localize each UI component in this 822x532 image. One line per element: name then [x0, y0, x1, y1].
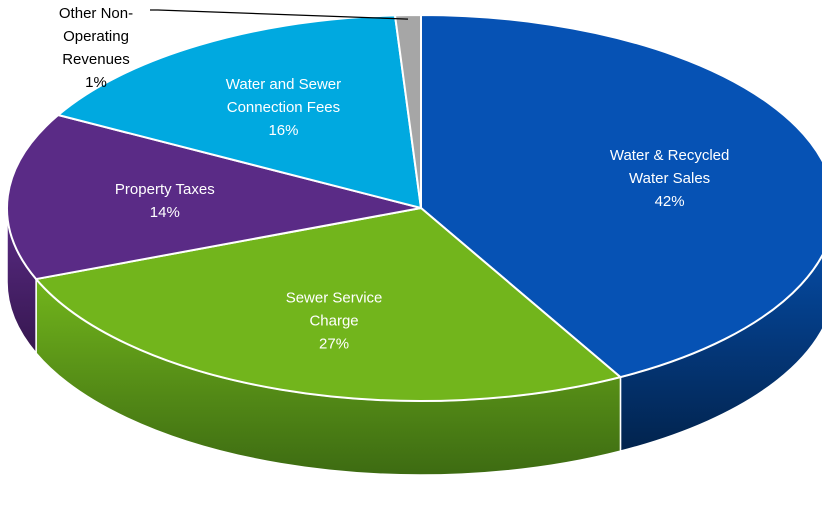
slice-label-other-non-operating-revenues: Other Non- Operating Revenues 1% — [59, 5, 133, 91]
slice-labels: Water & Recycled Water Sales 42% Sewer Serv… — [59, 5, 729, 353]
pie-slice-water-and-sewer-connection-fees — [57, 14, 422, 209]
leader-lines — [150, 9, 409, 20]
pie-slice-sewer-service-charge — [35, 207, 622, 402]
pie-slice-property-taxes — [6, 114, 422, 281]
slice-label-line: Sewer Service — [286, 290, 383, 307]
leader-line — [150, 9, 409, 20]
slice-label-line: Water and Sewer — [226, 76, 341, 93]
slice-label-water-recycled-water-sales: Water & Recycled Water Sales 42% — [610, 147, 729, 210]
slice-label-line: Revenues — [62, 51, 130, 68]
slice-label-sewer-service-charge: Sewer Service Charge 27% — [286, 290, 383, 353]
slice-percent: 14% — [150, 204, 180, 221]
pie-tops — [6, 14, 822, 402]
slice-label-line: Other Non- — [59, 5, 133, 22]
slice-percent: 16% — [268, 122, 298, 139]
slice-percent: 27% — [319, 336, 349, 353]
slice-percent: 1% — [85, 74, 107, 91]
slice-percent: 42% — [655, 193, 685, 210]
slice-label-water-and-sewer-connection-fees: Water and Sewer Connection Fees 16% — [226, 76, 341, 139]
slice-label-line: Property Taxes — [115, 181, 215, 198]
slice-label-line: Water Sales — [629, 170, 710, 187]
slice-label-line: Connection Fees — [227, 99, 340, 116]
pie-slice-other-non-operating-revenues — [394, 14, 422, 209]
slice-label-line: Operating — [63, 28, 129, 45]
slice-label-line: Charge — [309, 313, 358, 330]
slice-label-property-taxes: Property Taxes 14% — [115, 181, 215, 221]
slice-label-line: Water & Recycled — [610, 147, 729, 164]
